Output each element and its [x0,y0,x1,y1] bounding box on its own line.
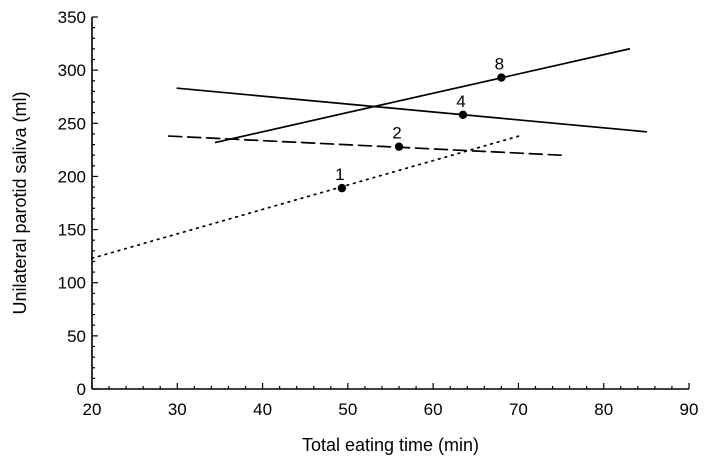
x-tick-label: 90 [680,400,699,419]
series-8-line [214,48,631,144]
series-8-label: 8 [495,55,504,74]
y-tick-label: 50 [67,327,86,346]
y-tick-label: 200 [58,167,86,186]
series-4-point [458,110,468,119]
series-8-point [497,73,506,82]
x-axis-title: Total eating time (min) [302,435,479,455]
y-tick-label: 150 [58,221,86,240]
series-2-point [394,142,404,151]
series-4: 4 [176,87,648,133]
series-1-line [91,134,524,260]
y-tick-label: 100 [58,274,86,293]
series-2: 2 [167,124,562,157]
x-tick-label: 70 [509,400,528,419]
y-tick-label: 300 [58,61,86,80]
x-tick-label: 20 [83,400,102,419]
x-tick-label: 30 [168,400,187,419]
series-4-label: 4 [456,92,465,111]
y-tick-label: 350 [58,8,86,27]
series-1: 1 [91,134,524,260]
series-2-line [167,135,562,157]
series-4-line [176,87,648,133]
series-2-label: 2 [392,124,401,143]
series-1-point [337,183,347,193]
y-axis-title: Unilateral parotid saliva (ml) [10,91,30,314]
series-8: 8 [214,48,631,144]
x-tick-label: 60 [424,400,443,419]
y-tick-label: 250 [58,114,86,133]
x-tick-label: 50 [338,400,357,419]
y-tick-label: 0 [77,380,86,399]
x-tick-label: 80 [594,400,613,419]
series-1-label: 1 [335,165,344,184]
axes: 0 50 100 150 200 250 300 350 20 30 40 50 60 70 80 90 [58,8,699,419]
x-tick-label: 40 [253,400,272,419]
series-layer: 1 2 4 8 [91,48,648,260]
